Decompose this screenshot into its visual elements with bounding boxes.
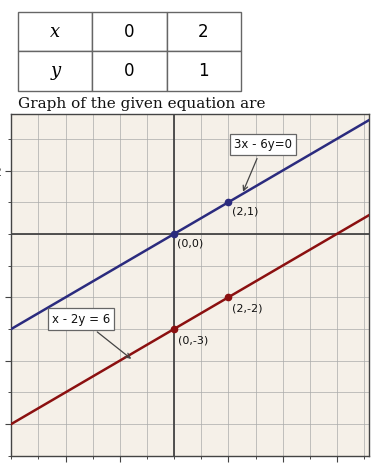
Text: (0,0): (0,0) <box>177 239 203 249</box>
Text: (2,-2): (2,-2) <box>233 304 263 313</box>
Text: Graph of the given equation are: Graph of the given equation are <box>18 97 266 111</box>
Text: 3x - 6y=0: 3x - 6y=0 <box>234 139 292 191</box>
Text: (0,-3): (0,-3) <box>178 335 208 345</box>
Text: x - 2y = 6: x - 2y = 6 <box>52 312 130 358</box>
Text: (2,1): (2,1) <box>233 207 259 217</box>
